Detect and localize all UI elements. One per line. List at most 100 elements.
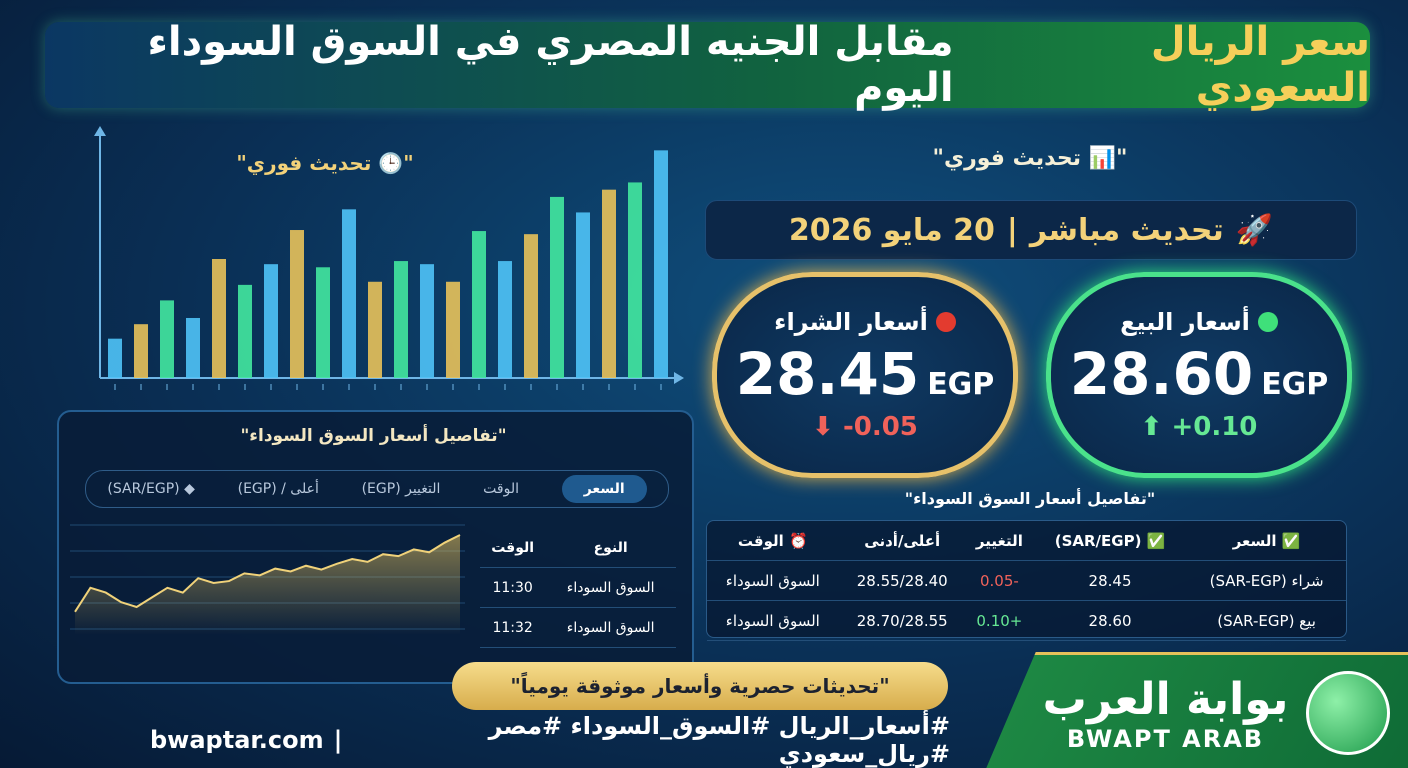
bar <box>628 182 642 378</box>
sell-card: أسعار البيع 28.60 EGP ⬆ +0.10 <box>1046 272 1352 478</box>
table-row: بيع (SAR-EGP) 28.60 +0.10 28.70/28.55 السوق … <box>707 600 1346 641</box>
date: 20 مايو 2026 <box>788 212 995 248</box>
date-label: تحديث مباشر <box>1029 212 1224 248</box>
element: النوع الوقت <box>480 528 676 568</box>
table: النوع الوقت السوق السوداء 11:30 السوق السودا… <box>480 528 676 648</box>
bar <box>134 324 148 378</box>
table-cell: +0.10 <box>965 600 1033 641</box>
logo-latin: BWAPT ARAB <box>1066 724 1265 753</box>
bar <box>472 231 486 378</box>
bar <box>654 150 668 378</box>
logo-globe <box>1306 671 1391 755</box>
live-label-left: "تحديث فوري 🕒" <box>236 151 413 176</box>
bar <box>212 259 226 378</box>
table-cell: شراء (SAR-EGP) <box>1187 560 1346 601</box>
table-row: السوق السوداء 11:32 <box>480 607 676 648</box>
table-header: أعلى/أدنى <box>838 521 966 561</box>
element: ✅ السعر ✅ (SAR/EGP) التغيير أعلى/أدنى ⏰ الوق… <box>707 521 1346 561</box>
bar <box>524 234 538 378</box>
table-cell: السوق السوداء <box>545 607 676 648</box>
table-header: الوقت <box>480 528 546 568</box>
table-cell: بيع (SAR-EGP) <box>1187 600 1346 641</box>
card-title: أسعار البيع <box>1120 308 1250 336</box>
tab[interactable]: ◆ (SAR/EGP) <box>107 481 195 497</box>
logo-arabic: بوابة العرب <box>1042 673 1289 725</box>
element: السوق السوداء 11:30 السوق السوداء 11:32 <box>480 567 676 648</box>
table-header: النوع <box>545 528 676 568</box>
site: bwaptar.com <box>150 726 324 754</box>
table-row: شراء (SAR-EGP) 28.45 -0.05 28.55/28.40 السوق… <box>707 560 1346 601</box>
tab[interactable]: التغيير (EGP) <box>361 481 441 497</box>
bar <box>316 267 330 378</box>
logo: بوابة العرب BWAPT ARAB <box>985 652 1408 768</box>
bar <box>108 338 122 378</box>
element: النوع الوقت <box>480 528 676 568</box>
tabs: السعر الوقت التغيير (EGP) أعلى / (EGP) ◆ (SA… <box>85 470 669 508</box>
card-title-row: أسعار البيع <box>1120 308 1278 336</box>
title-bar: سعر الريال السعودي مقابل الجنيه المصري ف… <box>45 19 1370 111</box>
separator: | <box>1006 212 1018 248</box>
bar-chart: "تحديث فوري 🕒" <box>94 126 684 390</box>
bar <box>576 212 590 378</box>
table-cell: 28.70/28.55 <box>838 600 966 641</box>
title-highlight: سعر الريال السعودي <box>1150 19 1370 111</box>
table-header: التغيير <box>965 521 1033 561</box>
bar <box>368 281 382 378</box>
bar <box>420 264 434 378</box>
title-rest: مقابل الجنيه المصري في السوق السوداء الي… <box>147 19 954 111</box>
bar <box>550 196 564 378</box>
tab[interactable]: السعر <box>561 475 647 503</box>
change-row: ⬆ +0.10 <box>1140 412 1258 442</box>
price: 28.60 <box>1069 340 1254 408</box>
card-title: أسعار الشراء <box>774 308 928 336</box>
price-row: 28.45 EGP <box>736 340 995 408</box>
table-cell: 28.55/28.40 <box>838 560 966 601</box>
tab[interactable]: الوقت <box>483 481 519 497</box>
change-row: ⬇ -0.05 <box>812 412 918 442</box>
price: 28.45 <box>735 340 920 408</box>
area <box>75 535 460 635</box>
bar <box>446 281 460 378</box>
tagline: "تحديثات حصرية وأسعار موثوقة يومياً" <box>452 662 948 710</box>
table-cell: 11:30 <box>480 567 546 608</box>
status-dot <box>1257 312 1278 332</box>
status-dot <box>935 312 956 332</box>
footer: #أسعار_الريال #السوق_السوداء #مصر #ريال_… <box>150 712 950 768</box>
date-icon: 🚀 <box>1235 212 1274 248</box>
bar <box>160 300 174 378</box>
bar <box>602 189 616 378</box>
table-cell: 28.45 <box>1032 560 1188 601</box>
currency: EGP <box>1261 367 1329 402</box>
change: +0.10 <box>1171 412 1258 442</box>
bar <box>342 209 356 378</box>
date-bar: 🚀 تحديث مباشر | 20 مايو 2026 <box>705 200 1357 260</box>
currency: EGP <box>927 367 995 402</box>
bar <box>290 230 304 378</box>
bar <box>498 261 512 378</box>
table-cell: 11:32 <box>480 607 546 648</box>
table-header: ✅ السعر <box>1187 521 1346 561</box>
bar <box>394 261 408 378</box>
logo-text: بوابة العرب BWAPT ARAB <box>1043 674 1289 753</box>
element: ✅ السعر ✅ (SAR/EGP) التغيير أعلى/أدنى ⏰ الوق… <box>707 521 1346 561</box>
price-row: 28.60 EGP <box>1070 340 1329 408</box>
mini-table: النوع الوقت السوق السوداء 11:30 السوق السودا… <box>480 528 676 648</box>
buy-card: أسعار الشراء 28.45 EGP ⬇ -0.05 <box>712 272 1018 478</box>
element: شراء (SAR-EGP) 28.45 -0.05 28.55/28.40 السوق… <box>707 560 1346 641</box>
table-cell: -0.05 <box>965 560 1033 601</box>
hashtags: #أسعار_الريال #السوق_السوداء #مصر #ريال_… <box>488 712 950 768</box>
change: -0.05 <box>842 412 918 442</box>
logo-row: بوابة العرب BWAPT ARAB <box>1043 671 1391 755</box>
table-row: السوق السوداء 11:30 <box>480 567 676 608</box>
table-title: "تفاصيل أسعار السوق السوداء" <box>904 488 1156 508</box>
table-cell: السوق السوداء <box>707 600 839 641</box>
line <box>74 534 461 613</box>
live-label-right: "تحديث فوري 📊" <box>932 145 1128 171</box>
line-chart <box>70 524 465 635</box>
table-cell: السوق السوداء <box>707 560 839 601</box>
tab[interactable]: أعلى / (EGP) <box>237 481 319 497</box>
table-cell: السوق السوداء <box>545 567 676 608</box>
table: ✅ السعر ✅ (SAR/EGP) التغيير أعلى/أدنى ⏰ الوق… <box>707 521 1346 641</box>
table-header: ✅ (SAR/EGP) <box>1032 521 1188 561</box>
